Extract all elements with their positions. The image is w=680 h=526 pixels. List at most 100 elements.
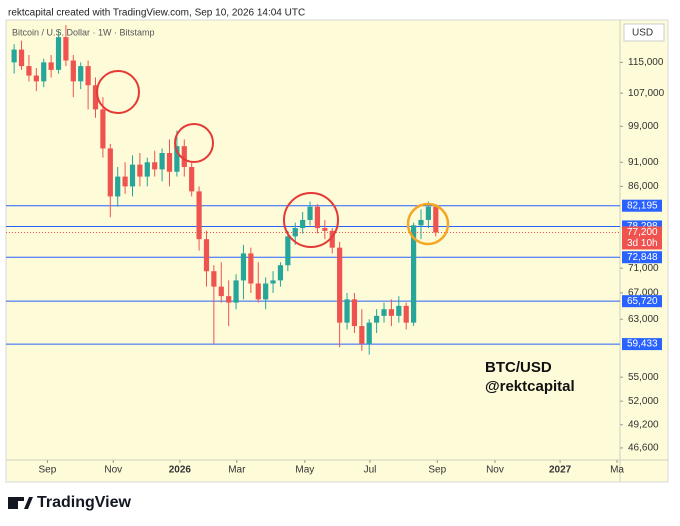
- candle-body: [100, 109, 106, 149]
- logo: [8, 497, 33, 509]
- candle-body: [137, 164, 143, 177]
- y-tick-label: 46,600: [628, 443, 659, 454]
- candle-body: [300, 219, 306, 229]
- candle-body: [388, 309, 395, 316]
- y-tick-label: 91,000: [628, 157, 659, 168]
- header: rektcapital created with TradingView.com…: [8, 8, 305, 19]
- level-label: 65,720: [627, 296, 658, 307]
- candle-body: [189, 166, 195, 192]
- candle-body: [218, 286, 224, 297]
- candle-body: [122, 176, 128, 187]
- candle-body: [115, 176, 121, 197]
- candle-body: [381, 309, 387, 316]
- candle-body: [18, 49, 25, 67]
- candle-body: [233, 280, 239, 303]
- candle-body: [33, 75, 39, 82]
- candle-body: [129, 164, 136, 187]
- y-tick-label: 63,000: [628, 314, 659, 325]
- candle-body: [85, 66, 91, 86]
- candle-body: [411, 225, 417, 323]
- candle-body: [396, 305, 402, 316]
- candle-body: [152, 162, 158, 170]
- candle-body: [351, 299, 358, 327]
- x-tick-label: Mar: [228, 465, 246, 476]
- candle-body: [425, 206, 432, 220]
- level-label: 59,433: [627, 339, 658, 350]
- candle-body: [92, 85, 99, 110]
- y-tick-label: 71,000: [628, 263, 659, 274]
- candle-body: [403, 305, 409, 323]
- plot: 115,000 107,000 99,000 91,000 86,000 71,000 67…: [6, 25, 665, 476]
- candle-body: [174, 146, 180, 172]
- candle-body: [344, 299, 350, 323]
- candle-body: [418, 219, 424, 226]
- candle-body: [26, 66, 32, 76]
- candle-body: [433, 206, 439, 233]
- y-tick-label: 86,000: [628, 181, 659, 192]
- chart-subtitle: Bitcoin / U.S. Dollar · 1W · Bitstamp: [12, 27, 155, 37]
- level-label-box: [622, 338, 662, 351]
- y-tick-label: 115,000: [628, 57, 664, 68]
- candle-body: [337, 247, 343, 323]
- candle-body: [196, 191, 202, 240]
- candle-body: [63, 37, 69, 61]
- last-price-box: [622, 226, 662, 250]
- level-label-box: [622, 199, 662, 212]
- candle-body: [240, 253, 247, 281]
- candle-body: [314, 206, 321, 229]
- x-tick-label: Ma: [610, 465, 624, 476]
- candle-body: [78, 66, 84, 82]
- chart-background: [5, 19, 669, 483]
- footer-brand: TradingView: [37, 494, 132, 511]
- x-tick-label: Sep: [428, 465, 446, 476]
- annotation: BTC/USD: [485, 359, 552, 376]
- candle-body: [307, 206, 313, 220]
- y-tick-label: 99,000: [628, 121, 659, 132]
- candle-body: [41, 62, 47, 82]
- candle-body: [366, 322, 372, 344]
- candle-body: [159, 152, 165, 170]
- x-tick-label: Jul: [364, 465, 377, 476]
- y-tick-label: 67,000: [628, 288, 659, 299]
- candle-body: [107, 148, 113, 197]
- candle-body: [263, 283, 269, 300]
- highlight-circle: [283, 192, 339, 248]
- x-tick-label: Nov: [486, 465, 504, 476]
- level-label-box: [622, 295, 662, 308]
- x-tick-label: Nov: [104, 465, 122, 476]
- level-label-box: [622, 251, 662, 264]
- x-tick-label: 2027: [549, 465, 572, 476]
- candle-body: [277, 265, 284, 281]
- y-tick-label: 49,200: [628, 419, 659, 430]
- candle-body: [248, 253, 254, 284]
- candle-body: [55, 37, 62, 70]
- currency: USD: [632, 28, 653, 39]
- candle-body: [203, 239, 210, 272]
- highlight-circle: [174, 123, 214, 163]
- candle-body: [226, 296, 232, 303]
- candle-body: [292, 228, 298, 237]
- y-tick-label: 107,000: [628, 88, 665, 99]
- level-label: 72,848: [627, 252, 658, 263]
- candle-body: [359, 326, 365, 344]
- candle-body: [270, 280, 276, 284]
- y-tick-label: 52,000: [628, 396, 659, 407]
- candle-body: [11, 49, 17, 63]
- candle-body: [48, 62, 54, 70]
- x-tick-label: 2026: [169, 465, 192, 476]
- highlight-circle: [406, 202, 450, 246]
- candle-body: [144, 162, 150, 177]
- x-tick-label: Sep: [39, 465, 57, 476]
- annotation: @rektcapital: [485, 378, 575, 395]
- x-tick-label: May: [295, 465, 314, 476]
- countdown: 3d 10h: [627, 238, 658, 249]
- candle-body: [70, 60, 76, 82]
- candle-body: [285, 236, 291, 266]
- highlight-circle: [96, 70, 140, 114]
- y-tick-label: 55,000: [628, 372, 659, 383]
- candle-body: [166, 152, 173, 172]
- candle-body: [329, 230, 335, 248]
- candle-body: [322, 228, 328, 231]
